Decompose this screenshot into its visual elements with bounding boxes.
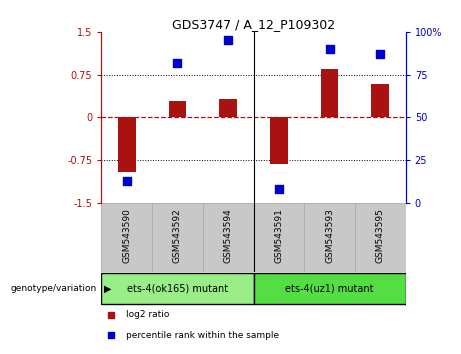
Text: percentile rank within the sample: percentile rank within the sample bbox=[126, 331, 279, 340]
Text: GSM543592: GSM543592 bbox=[173, 209, 182, 263]
Point bbox=[174, 60, 181, 65]
Bar bbox=[118, 118, 136, 172]
Bar bbox=[101, 203, 152, 272]
Point bbox=[377, 51, 384, 57]
Bar bbox=[270, 118, 288, 164]
Text: ets-4(ok165) mutant: ets-4(ok165) mutant bbox=[127, 283, 228, 293]
Text: GSM543591: GSM543591 bbox=[274, 209, 284, 263]
Point bbox=[326, 46, 333, 52]
Text: GSM543590: GSM543590 bbox=[122, 209, 131, 263]
Title: GDS3747 / A_12_P109302: GDS3747 / A_12_P109302 bbox=[172, 18, 335, 31]
Text: ▶: ▶ bbox=[104, 284, 111, 294]
Bar bbox=[254, 273, 406, 304]
Text: ets-4(uz1) mutant: ets-4(uz1) mutant bbox=[285, 283, 374, 293]
Bar bbox=[304, 203, 355, 272]
Bar bbox=[169, 102, 186, 118]
Bar bbox=[203, 203, 254, 272]
Text: GSM543593: GSM543593 bbox=[325, 209, 334, 263]
Text: GSM543594: GSM543594 bbox=[224, 209, 233, 263]
Bar bbox=[372, 84, 389, 118]
Bar bbox=[152, 203, 203, 272]
Point bbox=[225, 38, 232, 43]
Point bbox=[107, 332, 114, 338]
Text: genotype/variation: genotype/variation bbox=[11, 284, 97, 293]
Bar bbox=[254, 203, 304, 272]
Bar bbox=[321, 69, 338, 118]
Bar bbox=[355, 203, 406, 272]
Point bbox=[107, 312, 114, 318]
Text: GSM543595: GSM543595 bbox=[376, 209, 385, 263]
Point bbox=[275, 187, 283, 192]
Text: log2 ratio: log2 ratio bbox=[126, 310, 169, 319]
Bar bbox=[101, 273, 254, 304]
Point bbox=[123, 178, 130, 184]
Bar bbox=[219, 99, 237, 118]
